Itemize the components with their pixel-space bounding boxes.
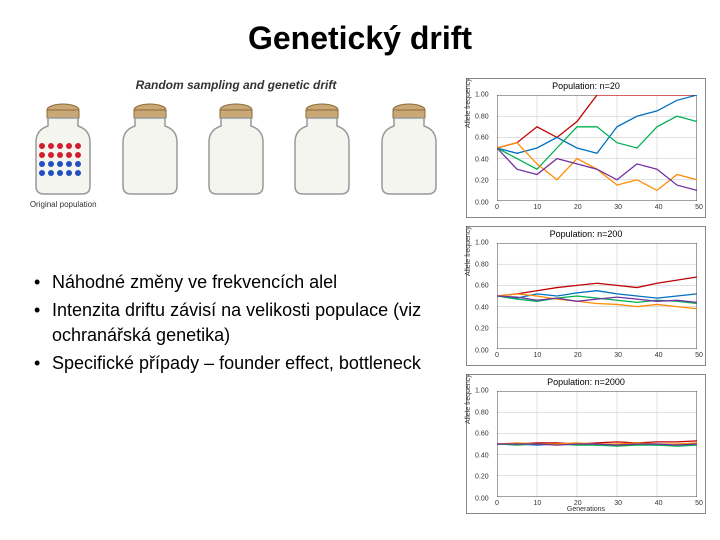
jar	[370, 98, 448, 209]
plot-area	[497, 243, 697, 349]
jars-panel: Random sampling and genetic drift Origin…	[20, 78, 452, 228]
chart-ylabel: Allele frequency	[465, 226, 472, 276]
chart-ylabel: Allele frequency	[465, 78, 472, 128]
jar: Original population	[24, 98, 102, 209]
bullet-list: Náhodné změny ve frekvencích alel Intenzi…	[34, 270, 434, 379]
jar	[197, 98, 275, 209]
jar	[283, 98, 361, 209]
plot-area	[497, 391, 697, 497]
drift-chart: Population: n=2000 Allele frequency 0.00…	[466, 374, 706, 514]
bullet-item: Náhodné změny ve frekvencích alel	[34, 270, 434, 294]
charts-column: Population: n=20 Allele frequency 0.000.…	[466, 78, 706, 514]
page-title: Genetický drift	[0, 0, 720, 57]
bullet-item: Intenzita driftu závisí na velikosti pop…	[34, 298, 434, 347]
jar-caption: Original population	[24, 200, 102, 209]
drift-chart: Population: n=20 Allele frequency 0.000.…	[466, 78, 706, 218]
plot-area	[497, 95, 697, 201]
chart-title: Population: n=20	[467, 81, 705, 91]
chart-ylabel: Allele frequency	[465, 374, 472, 424]
chart-title: Population: n=2000	[467, 377, 705, 387]
chart-xlabel: Generations	[467, 506, 705, 513]
chart-title: Population: n=200	[467, 229, 705, 239]
jar	[111, 98, 189, 209]
jars-row: Original population	[20, 98, 452, 209]
jars-header: Random sampling and genetic drift	[20, 78, 452, 92]
drift-chart: Population: n=200 Allele frequency 0.000…	[466, 226, 706, 366]
bullet-item: Specifické případy – founder effect, bot…	[34, 351, 434, 375]
